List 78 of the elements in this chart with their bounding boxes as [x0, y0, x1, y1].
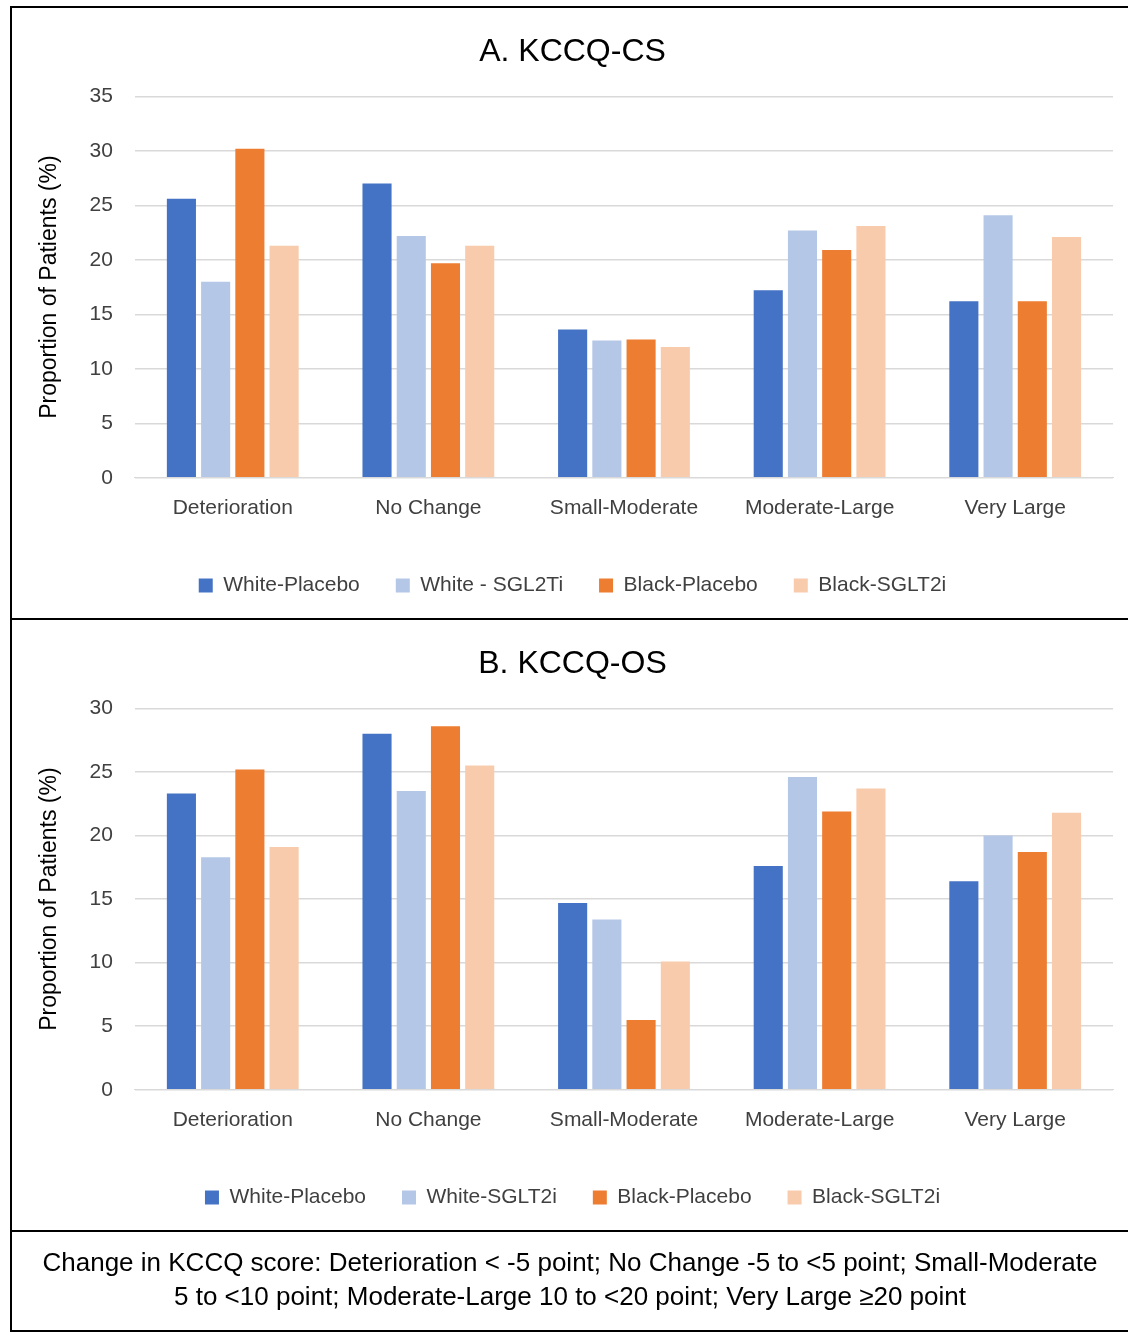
bar [592, 340, 622, 478]
legend-label: White - SGL2Ti [420, 572, 564, 596]
legend-label: Black-SGLT2i [812, 1184, 941, 1208]
x-tick-label: Moderate-Large [744, 1107, 895, 1131]
bar [822, 250, 852, 478]
bar [949, 301, 979, 478]
y-tick-label: 15 [89, 885, 113, 909]
y-tick-label: 30 [89, 695, 113, 719]
bar [166, 198, 196, 478]
x-tick-label: Small-Moderate [549, 1107, 699, 1131]
bar [753, 290, 783, 478]
bar [558, 902, 588, 1090]
bar [660, 961, 690, 1090]
legend-label: Black-Placebo [623, 572, 758, 596]
bar [235, 148, 265, 478]
bar [396, 791, 426, 1090]
legend-label: White-SGLT2i [426, 1184, 557, 1208]
text: Change in KCCQ score: Deterioration < -5 point; No Change -5 to <5 point; Small-Moderate 5 to <10 point; Moderate-Large 10 to <20 point; Very Large ≥20 point [42, 1246, 1098, 1313]
x-tick-label: Small-Moderate [549, 495, 699, 519]
legend-label: Black-Placebo [617, 1184, 752, 1208]
x-tick-label: No Change [375, 495, 482, 519]
bar [592, 919, 622, 1090]
y-tick-label: 30 [89, 137, 113, 161]
bar [235, 769, 265, 1090]
bar [822, 811, 852, 1090]
bar [362, 733, 392, 1090]
chart-title: A. KCCQ-CS [479, 32, 666, 69]
y-tick-label: 25 [89, 758, 113, 782]
y-axis-title: Proportion of Patients (%) [35, 155, 62, 419]
bar [1017, 301, 1047, 478]
y-tick-label: 20 [89, 822, 113, 846]
bar [362, 183, 392, 478]
bar [983, 215, 1013, 478]
bar [983, 835, 1013, 1090]
y-tick-label: 10 [89, 949, 113, 973]
bar [269, 846, 299, 1090]
bar [787, 777, 818, 1090]
y-tick-label: 5 [101, 1013, 113, 1037]
y-tick-label: 15 [89, 301, 113, 325]
x-tick-label: Very Large [964, 1107, 1066, 1131]
legend-label: Black-SGLT2i [818, 572, 947, 596]
x-tick-label: Deterioration [172, 1107, 293, 1131]
bar [787, 230, 818, 478]
bar [1051, 812, 1082, 1090]
y-tick-label: 25 [89, 192, 113, 216]
x-tick-label: Deterioration [172, 495, 293, 519]
bar [660, 347, 690, 478]
bar [166, 793, 196, 1090]
bar [1051, 236, 1082, 478]
bar [856, 788, 886, 1090]
bar [430, 263, 461, 478]
bar [465, 245, 495, 478]
bar [465, 765, 495, 1090]
bar [396, 235, 426, 478]
bar [1017, 852, 1047, 1090]
y-tick-label: 0 [101, 1076, 113, 1100]
legend-label: White-Placebo [229, 1184, 367, 1208]
bar [269, 245, 299, 478]
y-tick-label: 5 [101, 410, 113, 434]
x-tick-label: Moderate-Large [744, 495, 895, 519]
bar [856, 226, 886, 478]
bar [626, 1019, 656, 1090]
chart-title: B. KCCQ-OS [478, 644, 667, 681]
bar [201, 281, 231, 478]
y-tick-label: 35 [89, 83, 113, 107]
bar [558, 329, 588, 478]
y-tick-label: 20 [89, 246, 113, 270]
bar [626, 339, 656, 478]
bar [430, 726, 461, 1090]
y-tick-label: 10 [89, 355, 113, 379]
y-tick-label: 0 [101, 464, 113, 488]
x-tick-label: No Change [375, 1107, 482, 1131]
bar [201, 857, 231, 1090]
bar [949, 881, 979, 1090]
x-tick-label: Very Large [964, 495, 1066, 519]
bar [753, 866, 783, 1090]
legend-label: White-Placebo [223, 572, 360, 596]
y-axis-title: Proportion of Patients (%) [35, 767, 62, 1031]
